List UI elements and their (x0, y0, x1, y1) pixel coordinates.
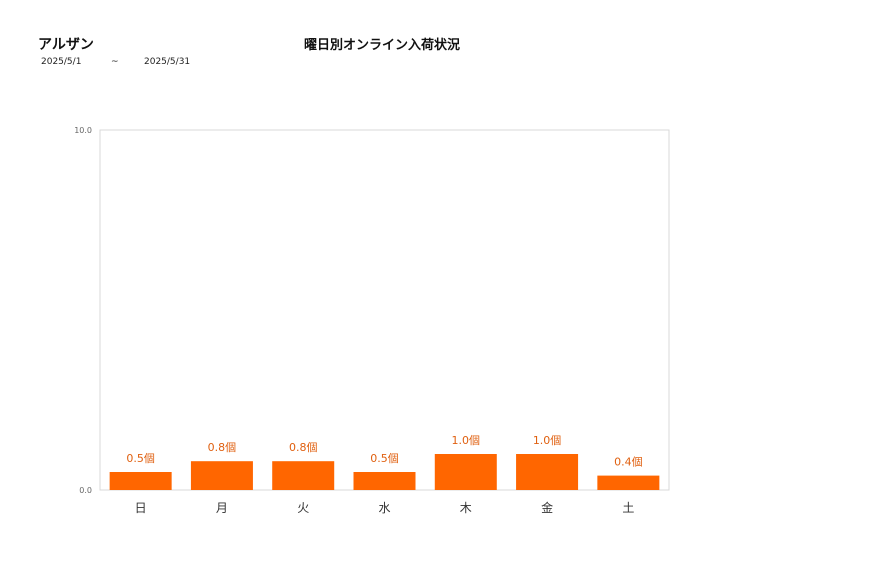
y-tick-label: 10.0 (74, 126, 92, 135)
x-tick-label: 日 (135, 501, 147, 515)
x-tick-label: 金 (541, 500, 553, 515)
bars (109, 454, 660, 490)
chart-title: 曜日別オンライン入荷状況 (303, 38, 461, 53)
bar-0 (109, 472, 172, 490)
bar-3 (353, 472, 416, 490)
bar-6 (597, 475, 660, 490)
bar-value-label: 0.5個 (126, 452, 155, 465)
bar-4 (434, 454, 497, 490)
store-name: アルザン (38, 37, 94, 53)
bar-5 (516, 454, 579, 490)
date-range-start: 2025/5/1 (41, 57, 82, 67)
bar-1 (190, 461, 253, 490)
bar-value-label: 1.0個 (533, 434, 562, 447)
date-range-separator: ~ (111, 57, 119, 67)
x-tick-label: 月 (216, 501, 228, 515)
bar-value-label: 0.4個 (614, 456, 643, 469)
bar-value-label: 0.5個 (370, 452, 399, 465)
bar-value-label: 0.8個 (289, 441, 318, 454)
x-tick-label: 火 (297, 501, 309, 515)
bar-value-label: 1.0個 (452, 434, 481, 447)
x-tick-label: 土 (622, 501, 634, 515)
date-range-end: 2025/5/31 (144, 57, 191, 67)
y-tick-label: 0.0 (79, 486, 92, 495)
bar-2 (272, 461, 335, 490)
y-axis-ticks: 0.0 10.0 (74, 126, 92, 495)
bar-value-label: 0.8個 (208, 441, 237, 454)
value-labels: 0.5個 0.8個 0.8個 0.5個 1.0個 1.0個 0.4個 (126, 434, 642, 469)
x-axis-ticks: 日月火水木金土 (135, 500, 635, 515)
x-tick-label: 木 (460, 501, 472, 515)
x-tick-label: 水 (378, 501, 390, 515)
plot-area (99, 129, 670, 491)
